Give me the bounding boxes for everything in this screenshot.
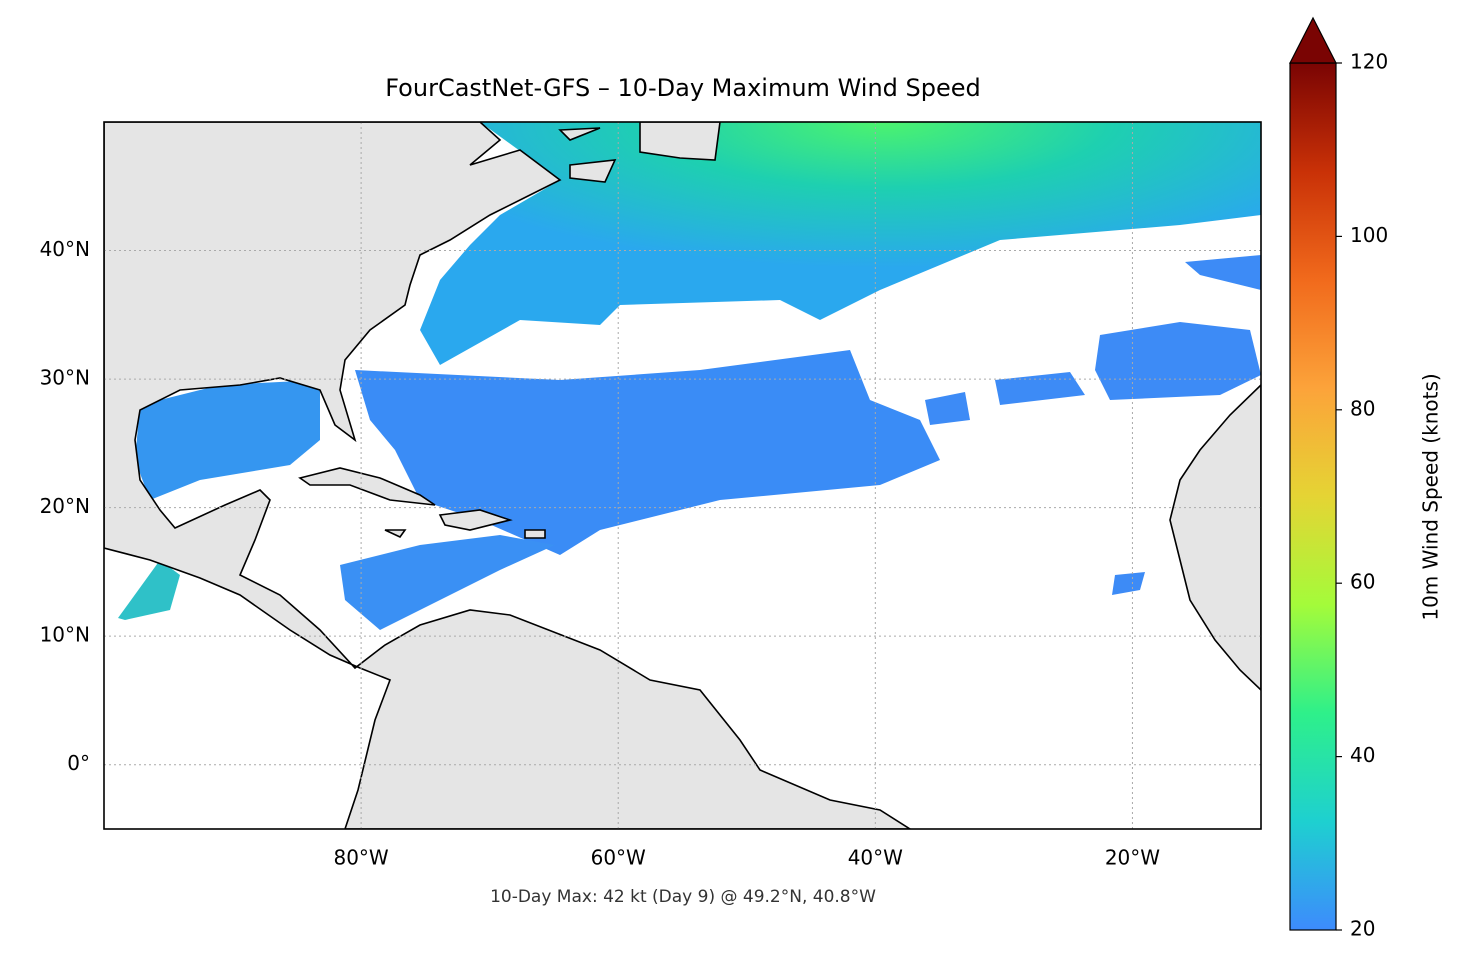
- wind-area: [420, 122, 1261, 365]
- colorbar-tick-label: 60: [1350, 570, 1375, 594]
- y-tick-label: 40°N: [40, 237, 90, 261]
- chart-title: FourCastNet-GFS – 10-Day Maximum Wind Sp…: [385, 74, 981, 102]
- x-tick-label: 20°W: [1105, 846, 1160, 870]
- wind-area: [340, 535, 555, 630]
- x-tick-label: 80°W: [333, 846, 388, 870]
- land: [558, 122, 721, 183]
- colorbar-tick-label: 20: [1350, 917, 1375, 941]
- colorbar-tick-label: 40: [1350, 743, 1375, 767]
- x-tick-label: 40°W: [848, 846, 903, 870]
- colorbar-tick-label: 80: [1350, 396, 1375, 420]
- colorbar-tick-label: 100: [1350, 223, 1388, 247]
- wind-area: [118, 560, 180, 620]
- land: [298, 467, 546, 539]
- y-tick-label: 20°N: [40, 494, 90, 518]
- land: [104, 122, 912, 829]
- colorbar-label: 10m Wind Speed (knots): [1419, 373, 1443, 620]
- y-tick-label: 10°N: [40, 623, 90, 647]
- colorbar: [1289, 62, 1337, 931]
- x-tick-label: 60°W: [591, 846, 646, 870]
- colorbar-extend: [1289, 16, 1337, 64]
- land: [1169, 383, 1261, 692]
- map-frame: [103, 121, 1262, 830]
- y-tick-label: 30°N: [40, 366, 90, 390]
- wind-area: [135, 380, 320, 500]
- wind-area: [1095, 322, 1261, 400]
- wind-area: [355, 350, 940, 555]
- annotation: 10-Day Max: 42 kt (Day 9) @ 49.2°N, 40.8…: [490, 887, 876, 907]
- map: [104, 122, 1261, 829]
- colorbar-tick-label: 120: [1350, 50, 1388, 74]
- y-tick-label: 0°: [67, 751, 90, 775]
